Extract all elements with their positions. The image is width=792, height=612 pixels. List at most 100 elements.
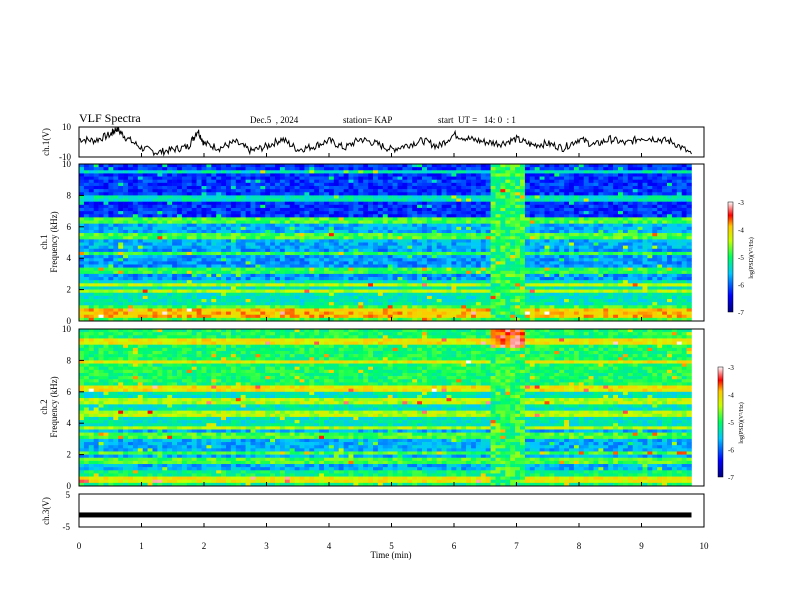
spectrogram-cell [299,198,305,202]
spectrogram-cell [98,195,104,199]
spectrogram-cell [637,182,643,187]
spectrogram-cell [495,173,501,177]
spectrogram-cell [177,236,183,240]
spectrogram-cell [598,286,604,290]
spectrogram-cell [559,220,565,224]
spectrogram-cell [226,236,232,240]
spectrogram-cell [446,248,452,253]
spectrogram-cell [657,273,663,278]
spectrogram-cell [598,242,604,246]
spectrogram-cell [426,189,433,193]
spectrogram-cell [407,277,413,281]
spectrogram-cell [608,264,614,268]
spectrogram-cell [583,261,589,265]
spectrogram-cell [505,267,511,272]
spectrogram-cell [412,226,418,231]
spectrogram-cell [387,185,393,190]
spectrogram-cell [343,204,349,209]
spectrogram-cell [622,164,629,168]
spectrogram-cell [681,167,687,171]
spectrogram-cell [402,229,408,234]
spectrogram-cell [177,270,183,275]
spectrogram-cell [216,211,222,215]
spectrogram-cell [284,182,290,187]
spectrogram-cell [392,258,398,262]
spectrogram-cell [142,245,148,250]
spectrogram-cell [226,217,232,221]
spectrogram-cell [608,236,614,240]
spectrogram-cell [446,280,452,284]
spectrogram-cell [211,248,217,253]
spectrogram-cell [167,286,173,290]
spectrogram-cell [177,217,183,221]
spectrogram-cell [480,267,486,272]
spectrogram-cell [686,189,692,193]
spectrogram-cell [451,255,457,259]
spectrogram-cell [588,251,594,256]
spectrogram-cell [265,217,271,221]
spectrogram-cell [275,261,281,265]
spectrogram-cell [177,248,183,253]
spectrogram-cell [314,164,320,168]
spectrogram-cell [466,185,472,190]
spectrogram-cell [98,242,104,246]
spectrogram-cell [608,261,614,265]
spectrogram-cell [451,239,457,243]
spectrogram-cell [520,255,526,259]
spectrogram-cell [177,220,183,224]
spectrogram-cell [255,236,261,240]
spectrogram-cell [622,283,629,287]
spectrogram-cell [221,277,227,281]
spectrogram-cell [103,258,109,262]
spectrogram-cell [505,207,511,212]
spectrogram-cell [461,201,467,206]
spectrogram-cell [382,233,388,237]
spectrogram-cell [456,164,462,168]
spectrogram-cell [431,182,437,187]
spectrogram-cell [132,176,139,180]
spectrogram-cell [123,261,129,265]
spectrogram-cell [598,207,604,212]
spectrogram-cell [191,170,197,174]
spectrogram-cell [314,273,320,278]
spectrogram-cell [152,217,158,221]
spectrogram-cell [157,248,163,253]
spectrogram-cell [392,270,398,275]
spectrogram-cell [554,195,560,199]
spectrogram-cell [348,280,354,284]
spectrogram-cell [613,236,619,240]
spectrogram-cell [309,248,315,253]
spectrogram-cell [461,226,467,231]
spectrogram-cell [475,173,482,177]
spectrogram-cell [500,255,506,259]
spectrogram-cell [338,255,344,259]
spectrogram-cell [167,173,173,177]
spectrogram-cell [461,286,467,290]
spectrogram-cell [79,229,85,234]
spectrogram-cell [348,273,354,278]
spectrogram-cell [671,248,678,253]
spectrogram-cell [642,164,648,168]
spectrogram-cell [426,192,433,196]
spectrogram-cell [196,176,202,180]
spectrogram-cell [324,173,330,177]
spectrogram-cell [245,167,251,171]
spectrogram-cell [314,286,320,290]
spectrogram-cell [314,173,320,177]
spectrogram-cell [132,207,139,212]
spectrogram-cell [426,248,433,253]
spectrogram-cell [373,185,379,190]
spectrogram-cell [167,195,173,199]
spectrogram-cell [662,223,668,228]
spectrogram-cell [461,236,467,240]
spectrogram-cell [377,185,384,190]
spectrogram-cell [245,283,251,287]
spectrogram-cell [490,217,496,221]
spectrogram-cell [368,223,374,228]
spectrogram-cell [657,201,663,206]
spectrogram-cell [632,261,638,265]
spectrogram-cell [152,164,158,168]
spectrogram-cell [397,167,403,171]
spectrogram-cell [578,198,584,202]
spectrogram-cell [637,179,643,184]
